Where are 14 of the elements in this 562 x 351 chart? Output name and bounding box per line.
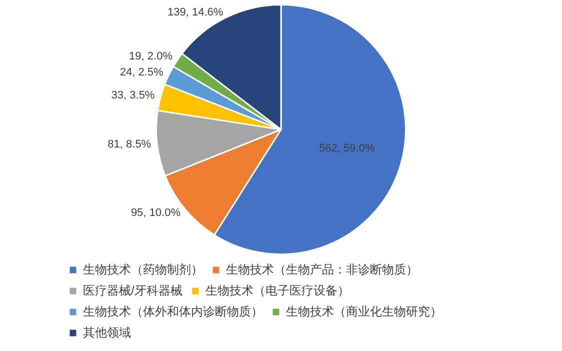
data-label: 81, 8.5% <box>108 138 152 150</box>
legend-label: 医疗器械/牙科器械 <box>83 283 182 298</box>
data-label: 562, 59.0% <box>319 142 375 155</box>
data-label: 95, 10.0% <box>130 207 181 220</box>
legend-label: 生物技术（商业化生物研究） <box>286 304 442 318</box>
legend-label: 生物技术（体外和体内诊断物质） <box>83 304 263 318</box>
data-label: 139, 14.6% <box>168 6 224 18</box>
data-label: 33, 3.5% <box>111 90 155 102</box>
legend-label: 生物技术（生物产品：非诊断物质） <box>226 262 418 276</box>
data-label: 19, 2.0% <box>129 50 173 63</box>
legend-label: 生物技术（电子医疗设备） <box>205 283 350 298</box>
data-label: 24, 2.5% <box>120 66 164 79</box>
legend-label: 生物技术（药物制剂） <box>83 262 203 276</box>
legend-label: 其他领域 <box>83 325 131 340</box>
